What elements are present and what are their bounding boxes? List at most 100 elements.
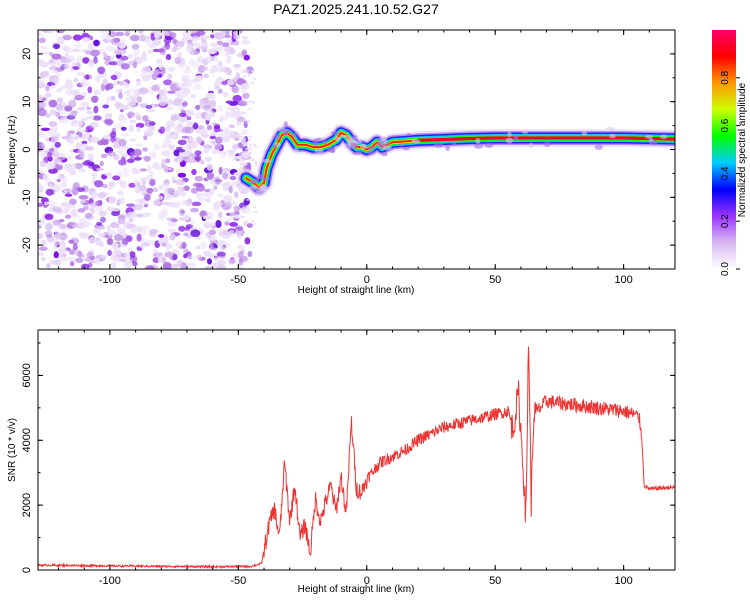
noise-blob [241,85,245,89]
noise-blob [243,150,247,154]
colorbar-tick-label: 0.0 [720,262,731,276]
noise-blob [218,61,223,67]
noise-blob [253,222,257,226]
ridge-fringe [581,130,588,136]
noise-blob [125,203,135,207]
noise-blob [120,55,129,61]
noise-blob [133,49,140,56]
noise-blob [91,190,99,199]
noise-blob [146,187,154,194]
ridge-fringe [334,145,339,149]
noise-blob [197,197,208,202]
noise-blob [111,242,119,250]
noise-blob [84,212,93,219]
noise-blob [58,224,68,229]
noise-blob [89,49,100,57]
noise-blob [152,199,161,207]
noise-blob [63,45,69,52]
noise-blob [139,73,146,77]
noise-blob [167,228,177,233]
noise-blob [138,185,147,192]
noise-blob [62,34,72,41]
noise-blob [229,110,238,118]
noise-blob [129,251,136,258]
noise-blob [99,254,107,259]
noise-blob [172,179,178,184]
ridge-fringe [475,137,481,144]
noise-blob [57,37,65,45]
noise-blob [216,66,225,73]
noise-blob [51,53,62,60]
noise-blob [128,218,134,223]
noise-blob [174,56,182,65]
ridge-fringe [543,141,551,147]
noise-blob [228,185,233,194]
noise-blob [177,63,186,69]
noise-blob [167,73,173,80]
x-tick-label: 0 [364,575,370,587]
noise-blob [242,145,249,154]
noise-blob [241,35,248,40]
x-tick-label: -50 [230,274,246,286]
noise-blob [161,242,167,247]
ridge-fringe [445,145,451,151]
noise-blob [175,82,185,89]
noise-blob [100,33,109,40]
colorbar-scale [712,30,736,269]
noise-blob [106,151,116,157]
noise-blob [183,232,189,236]
noise-blob [57,247,65,255]
noise-blob [240,70,244,74]
noise-blob [57,255,68,262]
ridge-fringe [260,188,267,194]
noise-blob [96,167,105,171]
noise-blob [162,262,172,269]
x-tick-label: 100 [614,575,632,587]
noise-blob [76,72,86,76]
noise-blob [154,68,161,76]
frequency-ridge [237,121,675,197]
ridge-fringe [529,142,534,149]
noise-blob [52,203,58,208]
noise-blob [53,251,59,259]
noise-blob [250,81,254,84]
noise-blob [225,100,234,104]
noise-blob [40,256,47,262]
noise-blob [209,136,217,140]
noise-blob [222,168,231,173]
noise-blob [82,57,90,64]
noise-blob [112,81,119,86]
noise-blob [38,82,43,87]
ridge-fringe [594,144,603,150]
noise-blob [245,143,249,146]
spectrogram-x-ticks: -100 -50 0 50 100 [58,30,676,286]
noise-blob [254,210,258,213]
noise-blob [74,94,85,101]
noise-blob [190,229,201,238]
noise-blob [92,115,102,121]
noise-blob [254,161,258,164]
noise-blob [96,221,102,226]
noise-blob [152,248,158,254]
noise-blob [213,55,219,63]
noise-blob [143,66,152,72]
noise-blob [191,36,200,42]
noise-blob [78,195,89,200]
noise-blob [136,56,143,64]
noise-blob [41,239,47,247]
x-tick-label: 0 [364,274,370,286]
noise-blob [136,114,142,121]
noise-blob [195,192,202,199]
noise-blob [236,116,246,123]
x-tick-label: 50 [489,274,501,286]
x-tick-label: 100 [614,274,632,286]
noise-blob [167,221,178,227]
noise-blob [132,148,142,157]
noise-blob [67,155,73,160]
noise-blob [182,76,188,83]
spectrogram-ylabel: Frequency (Hz) [7,116,18,185]
noise-blob [214,32,225,40]
noise-blob [248,138,252,142]
noise-blob [182,69,192,74]
